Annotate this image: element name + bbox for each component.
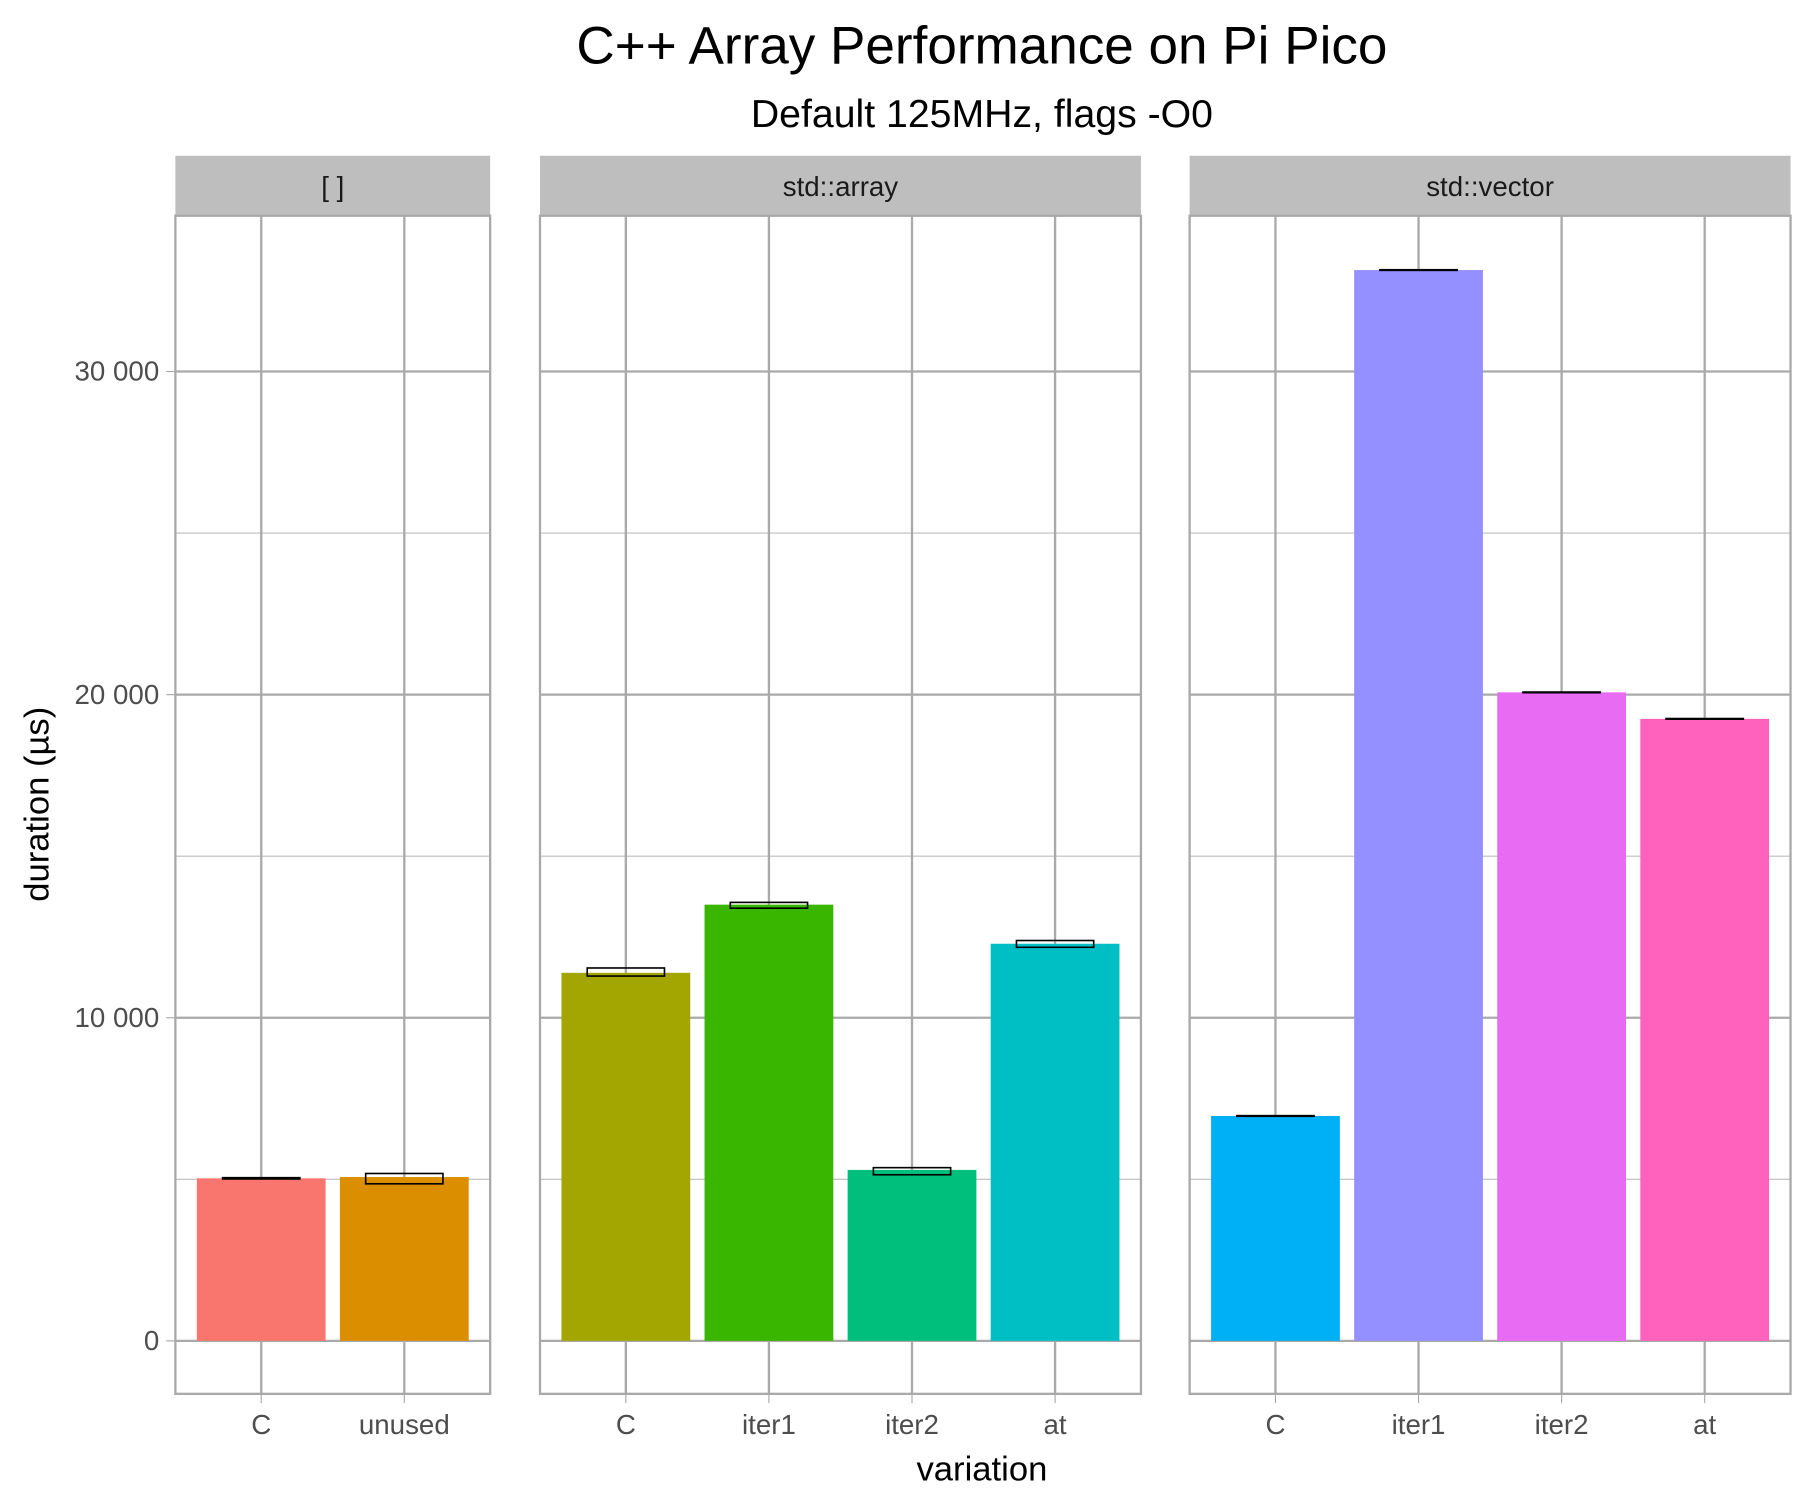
- x-tick-label: iter2: [885, 1409, 939, 1440]
- x-tick-label: iter1: [1392, 1409, 1446, 1440]
- facet-strip: [1189, 155, 1791, 216]
- error-bar: [729, 901, 809, 910]
- y-axis-label: duration (µs): [18, 707, 56, 902]
- error-bar: [221, 1176, 301, 1180]
- bar-unused: [339, 1177, 469, 1341]
- panel-border: [174, 214, 492, 1395]
- bar-C: [196, 1178, 326, 1341]
- x-tick-label: at: [1693, 1409, 1716, 1440]
- x-tick-label: C: [1265, 1409, 1285, 1440]
- error-bar: [872, 1166, 952, 1176]
- error-bar: [1522, 691, 1602, 694]
- error-bar: [1665, 717, 1745, 720]
- error-bar: [586, 967, 666, 977]
- facet-strip: [540, 155, 1141, 216]
- x-axis-label: variation: [917, 1450, 1048, 1488]
- bar-iter1: [704, 904, 834, 1341]
- chart-title: C++ Array Performance on Pi Pico: [576, 16, 1387, 75]
- y-tick-label: 30 000: [75, 356, 160, 387]
- chart-subtitle: Default 125MHz, flags -O0: [751, 92, 1213, 136]
- error-bar: [1236, 1114, 1315, 1118]
- bar-iter1: [1354, 270, 1483, 1341]
- x-tick-label: C: [616, 1409, 636, 1440]
- facet-strip-label: std::array: [783, 171, 899, 202]
- error-bar: [1379, 268, 1458, 272]
- bar-C: [1211, 1115, 1340, 1341]
- facet-strip-label: std::vector: [1426, 171, 1554, 202]
- bar-at: [990, 943, 1120, 1341]
- bar-C: [561, 972, 691, 1341]
- x-tick-label: C: [251, 1409, 271, 1440]
- x-tick-label: iter1: [742, 1409, 796, 1440]
- y-tick-label: 0: [144, 1325, 159, 1356]
- panel-border: [538, 214, 1143, 1395]
- facet-strip: [175, 155, 491, 216]
- x-tick-label: iter2: [1535, 1409, 1589, 1440]
- panel-border: [1188, 214, 1792, 1395]
- y-tick-label: 10 000: [75, 1002, 160, 1033]
- facet-strip-label: [ ]: [321, 171, 344, 202]
- x-tick-label: at: [1044, 1409, 1067, 1440]
- bar-iter2: [847, 1169, 977, 1341]
- x-tick-label: unused: [359, 1409, 450, 1440]
- error-bar: [364, 1172, 444, 1185]
- y-tick-label: 20 000: [75, 679, 160, 710]
- bar-at: [1640, 718, 1770, 1341]
- error-bar: [1015, 939, 1095, 949]
- bar-iter2: [1497, 692, 1626, 1341]
